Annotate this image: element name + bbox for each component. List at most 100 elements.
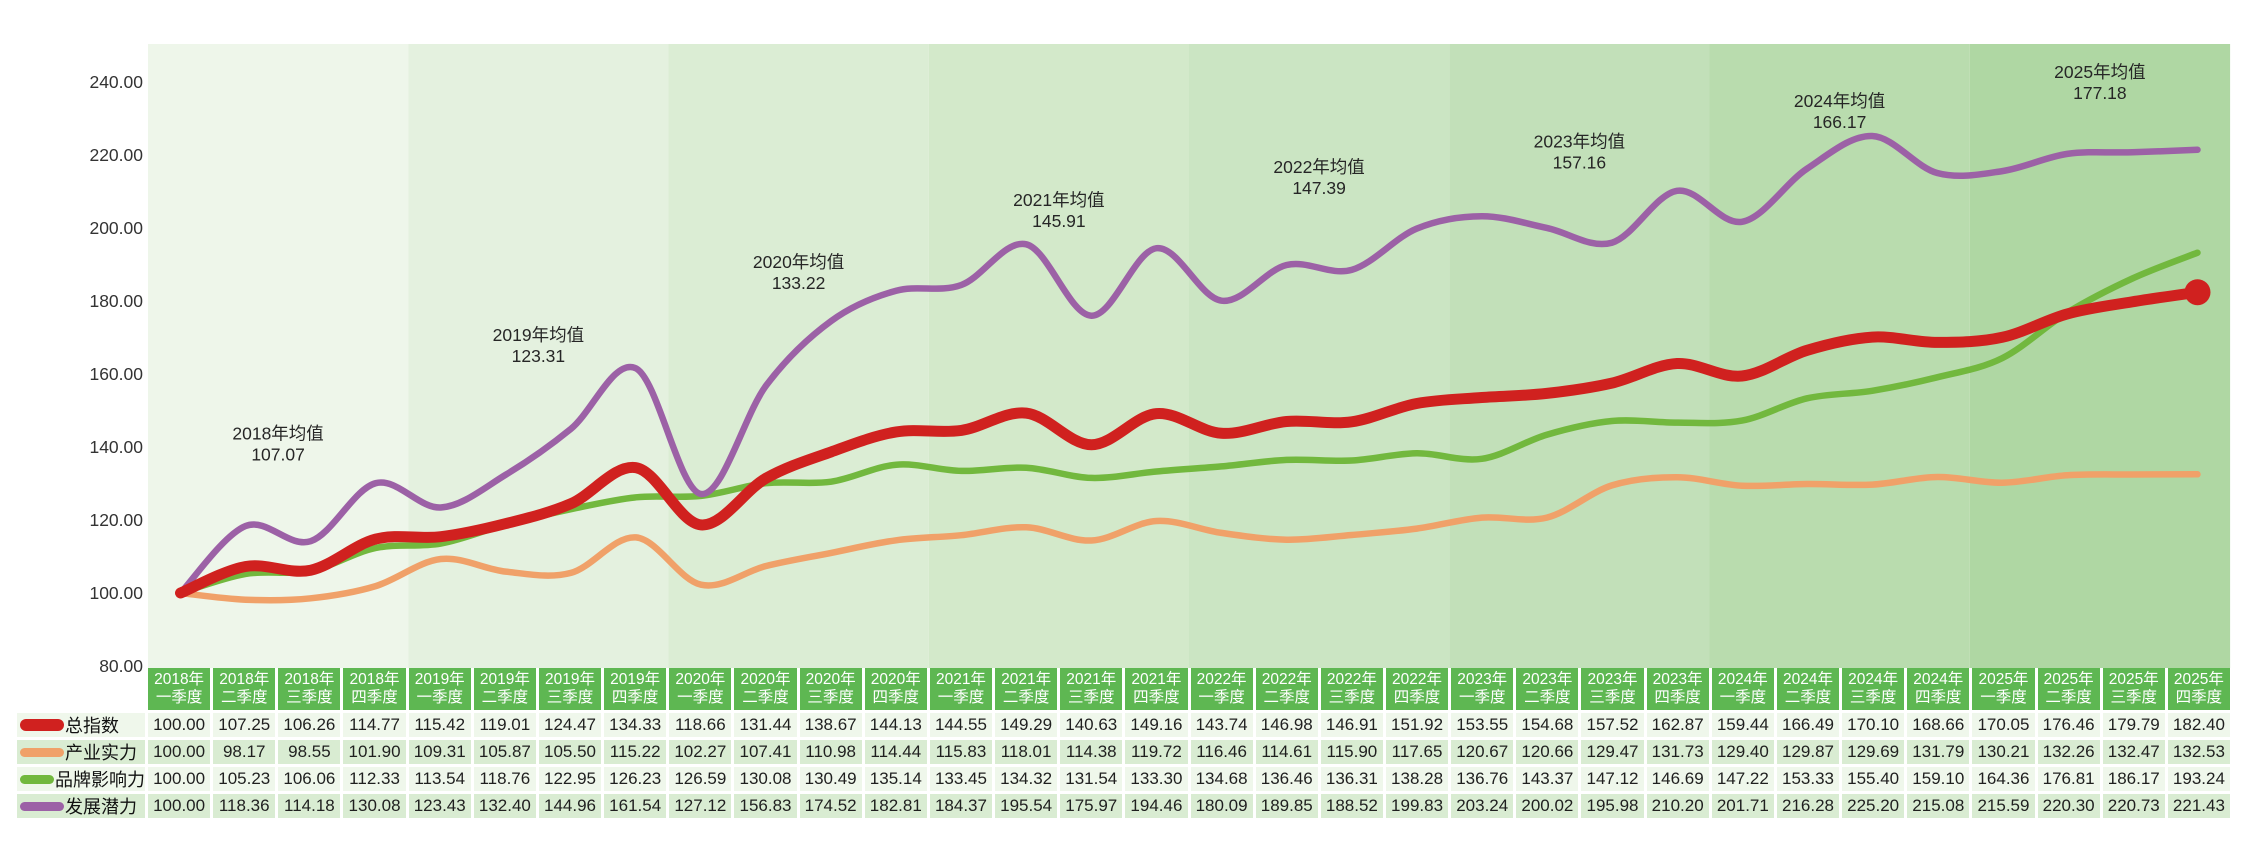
column-header-year: 2019年	[414, 670, 465, 688]
annotation-year-label: 2018年均值	[232, 423, 323, 443]
column-header-year: 2025年	[2173, 670, 2224, 688]
table-value-cell: 146.69	[1646, 767, 1709, 791]
column-header-year: 2022年	[1392, 670, 1443, 688]
y-axis-tick-label: 200.00	[89, 218, 143, 238]
table-value-cell: 199.83	[1385, 794, 1449, 818]
table-value-cell: 195.98	[1581, 794, 1644, 818]
column-header-quarter: 二季度	[1784, 689, 1832, 706]
table-value-cell: 106.26	[278, 713, 341, 737]
table-value-cell: 106.06	[278, 767, 341, 791]
column-header: 2020年 三季度	[799, 668, 862, 710]
column-header: 2022年 四季度	[1385, 668, 1449, 710]
table-value-cell: 119.72	[1125, 740, 1188, 764]
year-band-2021年	[928, 44, 1190, 668]
table-value-cell: 175.97	[1060, 794, 1123, 818]
table-value-cell: 143.74	[1190, 713, 1253, 737]
column-header: 2022年 三季度	[1320, 668, 1383, 710]
table-value-cell: 138.28	[1385, 767, 1449, 791]
table-value-cell: 131.44	[734, 713, 797, 737]
table-value-cell: 138.67	[799, 713, 862, 737]
y-axis-tick-label: 240.00	[89, 72, 143, 92]
column-header-year: 2025年	[1978, 670, 2029, 688]
table-value-cell: 135.14	[864, 767, 927, 791]
table-value-cell: 115.42	[408, 713, 471, 737]
annotation-year-label: 2020年均值	[753, 252, 844, 272]
column-header-quarter: 三季度	[807, 689, 854, 706]
column-header: 2020年 二季度	[734, 668, 797, 710]
table-value-cell: 102.27	[669, 740, 732, 764]
column-header-year: 2022年	[1326, 670, 1377, 688]
year-band-2022年	[1189, 44, 1450, 668]
table-value-cell: 153.55	[1451, 713, 1514, 737]
table-value-cell: 136.76	[1451, 767, 1514, 791]
table-value-cell: 136.31	[1320, 767, 1383, 791]
table-value-cell: 116.46	[1190, 740, 1253, 764]
table-value-cell: 110.98	[799, 740, 862, 764]
column-header-year: 2018年	[284, 670, 335, 688]
table-value-cell: 186.17	[2102, 767, 2165, 791]
column-header-quarter: 三季度	[2110, 689, 2158, 706]
column-header-year: 2024年	[1913, 670, 1964, 688]
column-header: 2020年 一季度	[669, 668, 732, 710]
annotation-mean-value: 107.07	[251, 444, 305, 464]
table-value-cell: 126.23	[604, 767, 667, 791]
column-header-year: 2024年	[1782, 670, 1833, 688]
annotation-year-label: 2023年均值	[1534, 131, 1625, 151]
column-header: 2019年 二季度	[473, 668, 536, 710]
table-value-cell: 166.49	[1776, 713, 1840, 737]
table-value-cell: 98.17	[213, 740, 276, 764]
annotation-mean-value: 166.17	[1813, 112, 1867, 132]
table-value-cell: 131.54	[1060, 767, 1123, 791]
table-value-cell: 155.40	[1842, 767, 1905, 791]
table-value-cell: 193.24	[2167, 767, 2230, 791]
annotation-mean-value: 147.39	[1292, 178, 1346, 198]
column-header: 2019年 一季度	[408, 668, 471, 710]
table-value-cell: 146.91	[1320, 713, 1383, 737]
table-value-cell: 120.66	[1516, 740, 1579, 764]
table-value-cell: 105.87	[473, 740, 536, 764]
table-value-cell: 133.30	[1125, 767, 1188, 791]
series-name-label: 品牌影响力	[55, 770, 145, 790]
table-value-cell: 118.76	[473, 767, 536, 791]
column-header: 2019年 四季度	[604, 668, 667, 710]
legend-swatch-总指数	[20, 719, 64, 731]
column-header: 2023年 二季度	[1516, 668, 1579, 710]
table-value-cell: 107.25	[213, 713, 276, 737]
table-value-cell: 225.20	[1842, 794, 1905, 818]
table-corner-spacer	[17, 668, 145, 710]
series-line-总指数	[175, 286, 2203, 599]
table-value-cell: 123.43	[408, 794, 471, 818]
table-value-cell: 159.44	[1711, 713, 1774, 737]
table-value-cell: 140.63	[1060, 713, 1123, 737]
column-header: 2018年 四季度	[343, 668, 406, 710]
column-header-quarter: 二季度	[742, 689, 789, 706]
table-value-cell: 117.65	[1385, 740, 1449, 764]
column-header-year: 2024年	[1848, 670, 1899, 688]
table-value-cell: 201.71	[1711, 794, 1774, 818]
column-header-year: 2023年	[1587, 670, 1638, 688]
annotation-mean-value: 123.31	[512, 346, 566, 366]
year-band-2020年	[668, 44, 929, 668]
table-value-cell: 149.29	[995, 713, 1058, 737]
table-value-cell: 132.47	[2102, 740, 2165, 764]
table-value-cell: 194.46	[1125, 794, 1188, 818]
table-value-cell: 118.36	[213, 794, 276, 818]
column-header-quarter: 四季度	[1393, 689, 1441, 706]
table-value-cell: 120.67	[1451, 740, 1514, 764]
table-value-cell: 161.54	[604, 794, 667, 818]
annotation-mean-value: 133.22	[772, 273, 826, 293]
column-header-quarter: 一季度	[937, 689, 985, 706]
column-header-year: 2020年	[805, 670, 856, 688]
column-header-quarter: 二季度	[481, 689, 529, 706]
column-header: 2024年 四季度	[1907, 668, 1970, 710]
column-header: 2024年 一季度	[1711, 668, 1774, 710]
column-header-year: 2019年	[610, 670, 661, 688]
table-value-cell: 220.73	[2102, 794, 2165, 818]
table-value-cell: 176.46	[2037, 713, 2100, 737]
quarterly-data-table: 2018年 一季度 2018年 二季度 2018年 三季度 2018年 四季度 2019年 一季度…	[17, 668, 2230, 818]
y-axis-tick-label: 100.00	[89, 583, 143, 603]
table-value-cell: 101.90	[343, 740, 406, 764]
table-value-cell: 215.59	[1972, 794, 2035, 818]
table-value-cell: 134.68	[1190, 767, 1253, 791]
column-header-quarter: 一季度	[416, 689, 463, 706]
